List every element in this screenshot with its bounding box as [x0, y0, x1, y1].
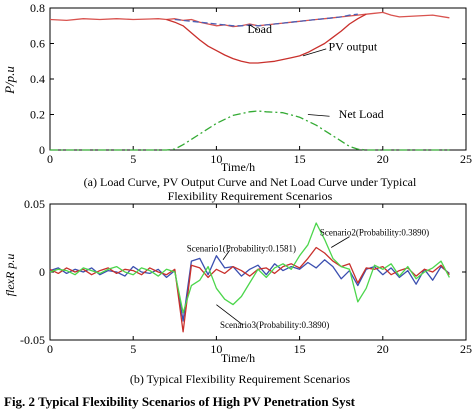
panel-b-annotation-0: Scenario1(Probability:0.1581) — [187, 244, 296, 254]
panel-a-annotation-leader-1 — [302, 48, 327, 57]
panel-a-series-line-1 — [166, 13, 367, 64]
panel-b-annotation-leader-1 — [331, 236, 350, 248]
panel-a-y-tick-label-0: 0 — [39, 143, 45, 157]
panel-a-y-axis-label: P/p.u — [2, 66, 17, 95]
panel-a-series — [49, 11, 450, 151]
panel-b-x-tick-label-5: 25 — [460, 342, 472, 356]
panel-b-y-tick-label-2: 0.05 — [24, 197, 45, 211]
panel-b-x-tick-label-4: 20 — [377, 342, 389, 356]
panel-a-x-tick-label-1: 5 — [130, 152, 136, 166]
panel-b-annotation-2: Scenario3(Probability:0.3890) — [220, 320, 329, 330]
panel-a-annotation-1: PV output — [328, 40, 377, 54]
panel-a-annotation-2: Net Load — [339, 107, 384, 121]
panel-b-x-tick-label-2: 10 — [210, 342, 222, 356]
panel-b-series — [49, 222, 450, 333]
panel-b-caption: (b) Typical Flexibility Requirement Scen… — [130, 372, 351, 386]
panel-b-y-axis-label: flexR p.u — [3, 254, 17, 297]
figure-caption: Fig. 2 Typical Flexibility Scenarios of … — [4, 394, 356, 409]
panel-b-y-tick-label-1: 0 — [39, 265, 45, 279]
panel-b-y-tick-label-0: -0.05 — [20, 333, 45, 347]
panel-a-x-tick-label-2: 10 — [210, 152, 222, 166]
panel-a-load-pv-chart: 0 5 10 15 20 25 0 0.2 0.4 0.6 0.8 Load PV output Net… — [2, 1, 472, 203]
panel-a-series-line-3 — [50, 110, 450, 151]
panel-b-series-line-2 — [49, 222, 450, 314]
panel-a-annotation-0: Load — [247, 22, 272, 36]
panel-b-annotation-1: Scenario2(Probability:0.3890) — [320, 227, 429, 237]
panel-a-y-tick-label-2: 0.4 — [30, 72, 45, 86]
panel-b-series-line-0 — [49, 255, 450, 322]
panel-a-x-tick-label-3: 15 — [294, 152, 306, 166]
panel-a-y-tick-label-1: 0.2 — [30, 108, 45, 122]
panel-a-x-tick-label-4: 20 — [377, 152, 389, 166]
panel-a-x-tick-label-0: 0 — [47, 152, 53, 166]
panel-a-x-tick-label-5: 25 — [460, 152, 472, 166]
panel-a-series-line-0 — [49, 11, 450, 28]
panel-a-caption-line-1: (a) Load Curve, PV Output Curve and Net … — [84, 175, 417, 189]
panel-b-annotation-leader-2 — [216, 304, 244, 326]
panel-a-y-tick-label-4: 0.8 — [30, 1, 45, 15]
panel-b-series-line-1 — [49, 246, 450, 333]
panel-a-annotation-leader-0 — [249, 24, 259, 31]
panel-b-x-tick-label-1: 5 — [130, 342, 136, 356]
panel-a-y-tick-label-3: 0.6 — [30, 37, 45, 51]
panel-a-axes: 0 5 10 15 20 25 0 0.2 0.4 0.6 0.8 — [30, 1, 472, 166]
panel-b-annotations: Scenario1(Probability:0.1581) Scenario2(P… — [187, 227, 429, 329]
panel-b-annotation-leader-0 — [222, 250, 231, 260]
panel-a-caption-line-2: Flexibility Requirement Scenarios — [168, 189, 333, 203]
panel-a-series-line-2 — [174, 13, 358, 27]
panel-a-annotations: Load PV output Net Load — [247, 22, 383, 121]
panel-b-x-tick-label-3: 15 — [294, 342, 306, 356]
panel-a-annotation-leader-2 — [307, 114, 330, 117]
panel-b-x-axis-label: Time/h — [221, 351, 255, 365]
panel-a-x-axis-label: Time/h — [221, 160, 255, 174]
panel-b-x-tick-label-0: 0 — [47, 342, 53, 356]
